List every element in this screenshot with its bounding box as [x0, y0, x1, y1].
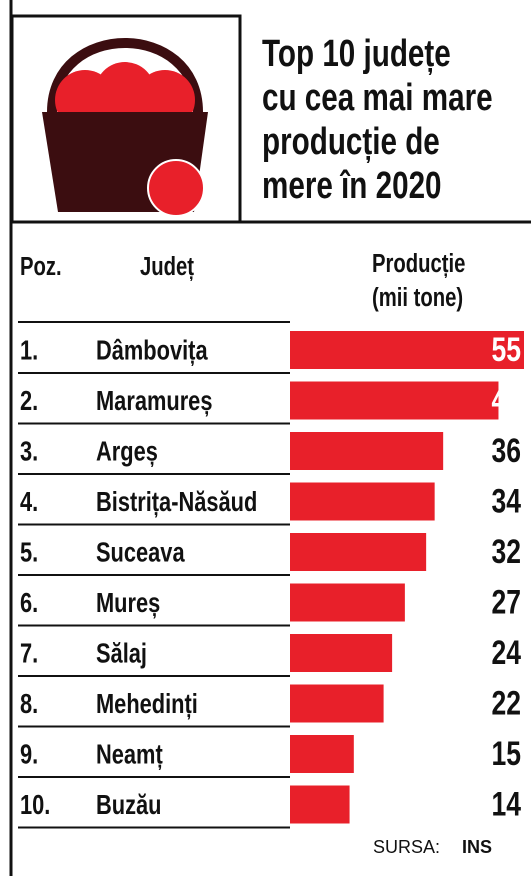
- value-label: 49: [491, 381, 521, 419]
- column-header: Județ: [140, 251, 194, 281]
- source-label: SURSA:: [373, 837, 440, 857]
- county-name: Mureș: [96, 587, 160, 618]
- county-name: Buzău: [96, 789, 161, 820]
- county-name: Bistrița-Năsăud: [96, 486, 257, 517]
- bar: [290, 331, 524, 369]
- value-label: 55: [491, 331, 521, 369]
- county-name: Maramureș: [96, 385, 212, 416]
- county-name: Mehedinți: [96, 688, 198, 719]
- county-name: Suceava: [96, 537, 185, 568]
- rank: 7.: [20, 638, 38, 669]
- value-label: 22: [491, 684, 521, 722]
- county-name: Argeș: [96, 436, 158, 467]
- chart-title: mere în 2020: [262, 165, 442, 207]
- value-label: 32: [491, 533, 521, 571]
- rank: 5.: [20, 537, 38, 568]
- chart-title: cu cea mai mare: [262, 77, 493, 119]
- value-label: 14: [491, 785, 521, 823]
- column-header: (mii tone): [372, 282, 463, 311]
- county-name: Dâmbovița: [96, 335, 208, 366]
- column-header: Poz.: [20, 251, 62, 280]
- rank: 1.: [20, 335, 38, 366]
- rank: 9.: [20, 739, 38, 770]
- bar: [290, 584, 405, 622]
- infographic: SURSA: INS Top 10 județecu cea mai marep…: [0, 0, 531, 876]
- rank: 6.: [20, 587, 38, 618]
- rank: 8.: [20, 688, 38, 719]
- rank: 2.: [20, 385, 38, 416]
- value-label: 34: [491, 482, 521, 520]
- bar: [290, 533, 426, 571]
- county-name: Sălaj: [96, 638, 147, 669]
- bar: [290, 483, 435, 521]
- rank: 4.: [20, 486, 38, 517]
- rank: 10.: [20, 789, 50, 820]
- bar: [290, 685, 384, 723]
- bar: [290, 634, 392, 672]
- value-label: 15: [491, 735, 521, 773]
- bar: [290, 382, 498, 420]
- value-label: 27: [491, 583, 521, 621]
- basket-illustration: [42, 43, 208, 216]
- column-header: Producție: [372, 248, 465, 278]
- value-label: 24: [491, 634, 521, 672]
- bar: [290, 735, 354, 773]
- chart-title: producție de: [262, 121, 440, 163]
- county-name: Neamț: [96, 739, 163, 770]
- chart-title: Top 10 județe: [262, 33, 451, 75]
- source-name: INS: [462, 837, 492, 857]
- bar: [290, 432, 443, 470]
- value-label: 36: [491, 432, 521, 470]
- bar: [290, 786, 350, 824]
- rank: 3.: [20, 436, 38, 467]
